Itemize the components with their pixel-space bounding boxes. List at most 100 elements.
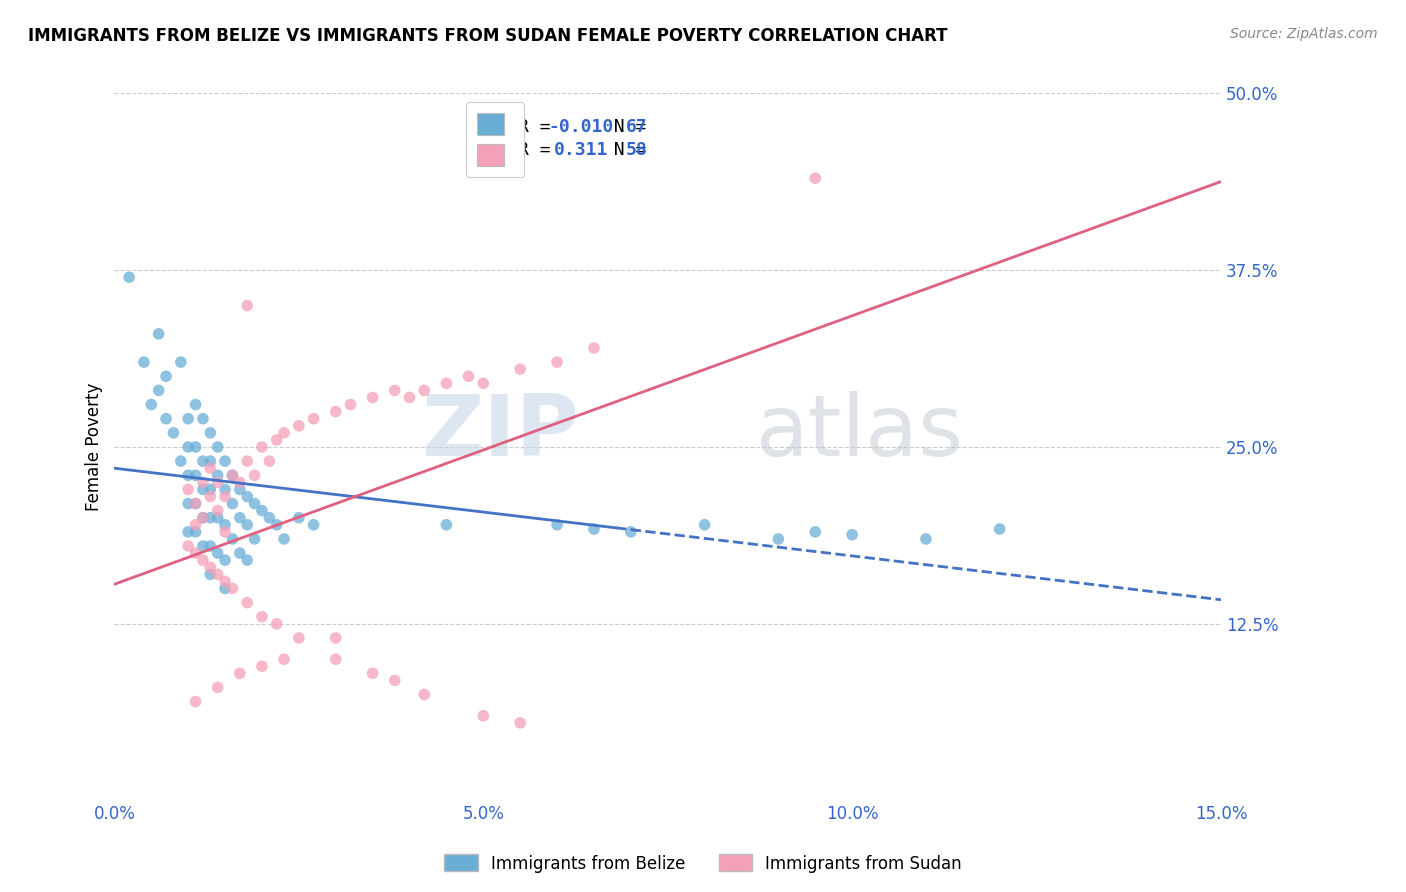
Text: N =: N = bbox=[592, 142, 658, 160]
Point bbox=[243, 532, 266, 546]
Point bbox=[177, 483, 200, 497]
Point bbox=[200, 567, 222, 582]
Point bbox=[184, 695, 207, 709]
Point bbox=[207, 503, 229, 517]
Legend: , : , bbox=[467, 103, 524, 178]
Point bbox=[214, 490, 236, 504]
Text: N =: N = bbox=[592, 118, 658, 136]
Point bbox=[509, 715, 531, 730]
Point bbox=[693, 517, 716, 532]
Point bbox=[177, 468, 200, 483]
Point bbox=[259, 510, 281, 524]
Point bbox=[177, 524, 200, 539]
Point bbox=[229, 475, 252, 490]
Point bbox=[200, 425, 222, 440]
Point bbox=[273, 425, 295, 440]
Point bbox=[207, 546, 229, 560]
Point bbox=[288, 510, 311, 524]
Point bbox=[236, 490, 259, 504]
Point bbox=[620, 524, 643, 539]
Point bbox=[398, 391, 420, 405]
Point bbox=[184, 524, 207, 539]
Point bbox=[155, 369, 177, 384]
Point bbox=[434, 376, 457, 391]
Point bbox=[184, 497, 207, 511]
Text: 67: 67 bbox=[626, 118, 647, 136]
Text: atlas: atlas bbox=[756, 392, 965, 475]
Point bbox=[207, 681, 229, 695]
Point bbox=[207, 440, 229, 454]
Point bbox=[302, 411, 325, 425]
Point bbox=[236, 299, 259, 313]
Point bbox=[266, 616, 288, 631]
Point bbox=[384, 384, 406, 398]
Point bbox=[804, 524, 827, 539]
Point bbox=[177, 411, 200, 425]
Legend: Immigrants from Belize, Immigrants from Sudan: Immigrants from Belize, Immigrants from … bbox=[437, 847, 969, 880]
Point bbox=[472, 376, 495, 391]
Point bbox=[200, 454, 222, 468]
Text: 58: 58 bbox=[626, 142, 647, 160]
Point bbox=[191, 454, 214, 468]
Point bbox=[472, 708, 495, 723]
Point bbox=[221, 582, 243, 596]
Point bbox=[207, 567, 229, 582]
Point bbox=[118, 270, 141, 285]
Point bbox=[988, 522, 1011, 536]
Point bbox=[184, 440, 207, 454]
Point bbox=[236, 553, 259, 567]
Point bbox=[229, 483, 252, 497]
Point bbox=[361, 666, 384, 681]
Point bbox=[229, 510, 252, 524]
Point bbox=[214, 454, 236, 468]
Point bbox=[200, 483, 222, 497]
Point bbox=[214, 574, 236, 589]
Point bbox=[457, 369, 479, 384]
Point bbox=[546, 355, 568, 369]
Point bbox=[184, 497, 207, 511]
Point bbox=[325, 404, 347, 418]
Point bbox=[170, 454, 193, 468]
Text: 0.311: 0.311 bbox=[554, 142, 609, 160]
Point bbox=[250, 659, 273, 673]
Point bbox=[177, 497, 200, 511]
Point bbox=[184, 398, 207, 412]
Text: Source: ZipAtlas.com: Source: ZipAtlas.com bbox=[1230, 27, 1378, 41]
Point bbox=[207, 475, 229, 490]
Point bbox=[170, 355, 193, 369]
Point bbox=[191, 510, 214, 524]
Point bbox=[229, 666, 252, 681]
Point bbox=[915, 532, 938, 546]
Y-axis label: Female Poverty: Female Poverty bbox=[86, 383, 103, 511]
Text: -0.010: -0.010 bbox=[548, 118, 613, 136]
Point bbox=[221, 497, 243, 511]
Point bbox=[266, 433, 288, 447]
Point bbox=[841, 527, 863, 541]
Point bbox=[325, 631, 347, 645]
Point bbox=[236, 517, 259, 532]
Point bbox=[768, 532, 790, 546]
Point bbox=[509, 362, 531, 376]
Point bbox=[288, 418, 311, 433]
Point bbox=[200, 461, 222, 475]
Point bbox=[148, 326, 170, 341]
Point bbox=[243, 497, 266, 511]
Point bbox=[582, 522, 605, 536]
Point bbox=[236, 454, 259, 468]
Point bbox=[273, 532, 295, 546]
Point bbox=[243, 468, 266, 483]
Point bbox=[207, 468, 229, 483]
Point bbox=[384, 673, 406, 688]
Point bbox=[177, 539, 200, 553]
Point bbox=[214, 483, 236, 497]
Point bbox=[546, 517, 568, 532]
Point bbox=[325, 652, 347, 666]
Point bbox=[214, 553, 236, 567]
Point bbox=[200, 490, 222, 504]
Point bbox=[434, 517, 457, 532]
Point bbox=[221, 532, 243, 546]
Point bbox=[266, 517, 288, 532]
Point bbox=[339, 398, 361, 412]
Text: R =: R = bbox=[519, 142, 572, 160]
Point bbox=[582, 341, 605, 355]
